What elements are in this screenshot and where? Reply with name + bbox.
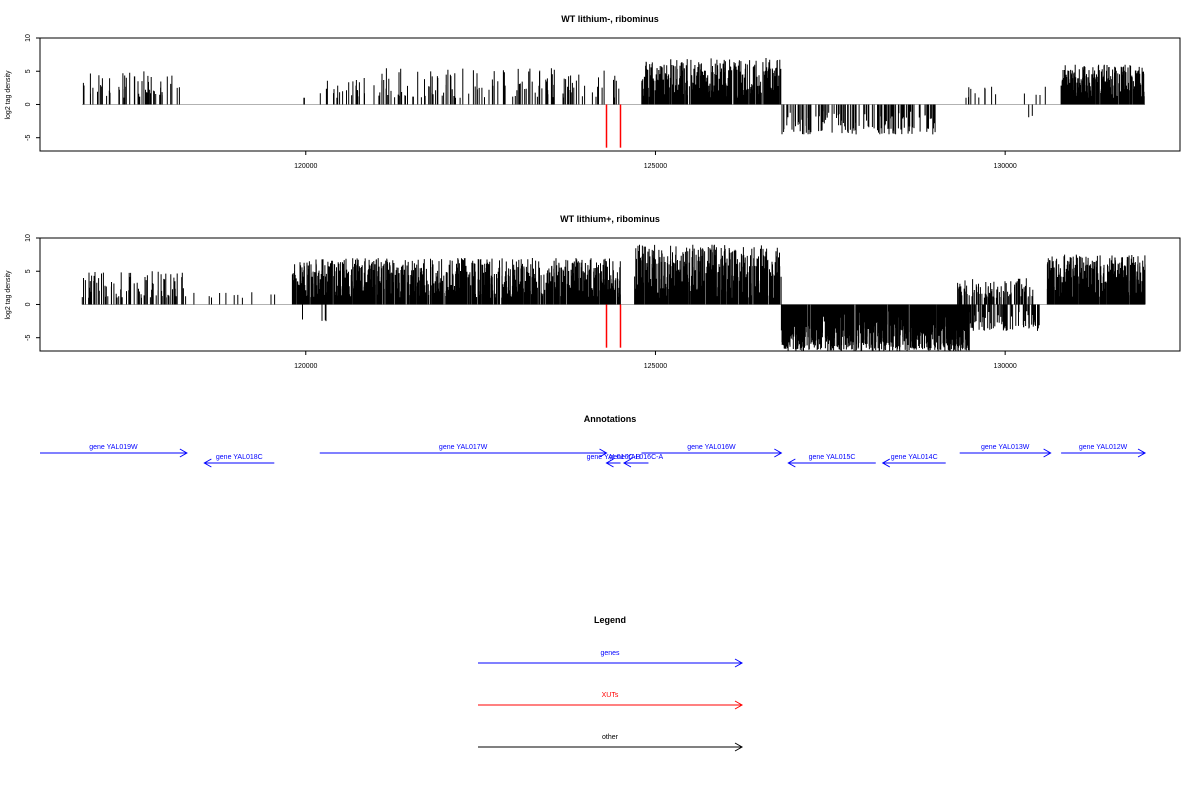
gene-label: gene YAL016W	[687, 444, 736, 451]
gene-arrow-head	[622, 458, 632, 468]
y-ticks: -5 0 5 10	[25, 34, 40, 141]
gene-arrow-head	[1043, 448, 1052, 458]
tag-density-bars	[957, 278, 1034, 305]
tag-density-bars	[303, 97, 305, 105]
gene-arrow-head	[599, 448, 608, 458]
data-marks	[81, 244, 1146, 351]
track-panel-lithium-plus: WT lithium+, ribominus log2 tag density …	[5, 214, 1181, 370]
gene-label: gene YAL013W	[981, 444, 1030, 451]
tag-density-bars	[319, 78, 375, 105]
legend-item-label: other	[602, 734, 619, 741]
annotations-title: Annotations	[584, 414, 637, 424]
gene-arrow-head	[774, 448, 783, 458]
plot-frame	[39, 37, 1181, 152]
x-ticks: 120000 125000 130000	[294, 151, 1017, 170]
gene-label: gene YAL016C-A	[609, 454, 663, 461]
gene-annotation[interactable]: gene YAL013W	[959, 444, 1052, 458]
gene-arrow-head	[605, 458, 614, 468]
gene-annotation[interactable]: gene YAL012W	[1061, 444, 1147, 458]
gene-arrow-head	[787, 458, 796, 468]
gene-label: gene YAL019W	[89, 444, 138, 451]
y-tick-label: 0	[25, 302, 32, 306]
y-tick-label: 10	[25, 34, 32, 42]
gene-arrow-head	[179, 448, 188, 458]
y-tick-label: -5	[25, 134, 32, 140]
tag-density-bars	[302, 304, 327, 322]
tag-density-bars	[1028, 104, 1033, 118]
track-panel-lithium-minus: WT lithium-, ribominus log2 tag density …	[5, 14, 1181, 170]
tag-density-bars	[291, 258, 621, 305]
x-ticks: 120000 125000 130000	[294, 351, 1017, 370]
legend-arrow-head	[734, 742, 744, 752]
gene-annotation[interactable]: gene YAL019W	[40, 444, 188, 458]
gene-label: gene YAL016C-B	[587, 454, 641, 461]
y-tick-label: 10	[25, 234, 32, 242]
legend-title: Legend	[594, 615, 626, 625]
y-axis-label: log2 tag density	[5, 270, 12, 320]
gene-label: gene YAL017W	[439, 444, 488, 451]
gene-label: gene YAL018C	[216, 454, 263, 461]
gene-annotation[interactable]: gene YAL016C-A	[609, 454, 663, 468]
data-marks	[81, 58, 1146, 148]
y-ticks: -5 0 5 10	[25, 234, 40, 341]
x-tick-label: 125000	[644, 363, 667, 370]
tag-density-bars	[193, 292, 276, 305]
x-tick-label: 130000	[993, 363, 1016, 370]
gene-arrow-head	[203, 458, 212, 468]
tag-density-bars	[965, 86, 1046, 105]
y-tick-label: -5	[25, 334, 32, 340]
gene-annotation[interactable]: gene YAL017W	[319, 444, 608, 458]
legend-item-label: XUTs	[602, 692, 619, 699]
gene-annotation[interactable]: gene YAL015C	[787, 454, 876, 468]
legend-item: other	[478, 734, 744, 752]
x-tick-label: 120000	[294, 163, 317, 170]
legend: Legend genes XUTs other	[478, 615, 744, 752]
y-tick-label: 5	[25, 69, 32, 73]
gene-label: gene YAL012W	[1079, 444, 1128, 451]
tag-density-bars	[964, 304, 1040, 331]
gene-arrow-head	[1137, 448, 1147, 458]
legend-arrow-head	[734, 658, 744, 668]
gene-label: gene YAL014C	[891, 454, 938, 461]
gene-annotation[interactable]: gene YAL018C	[203, 454, 275, 468]
y-tick-label: 0	[25, 102, 32, 106]
x-tick-label: 130000	[993, 163, 1016, 170]
gene-annotation[interactable]: gene YAL016C-B	[587, 454, 641, 468]
tag-density-bars	[1046, 254, 1146, 305]
legend-arrow-head	[734, 700, 744, 710]
tag-density-bars	[634, 244, 782, 305]
legend-items: genes XUTs other	[478, 650, 744, 752]
x-tick-label: 125000	[644, 163, 667, 170]
legend-item-label: genes	[600, 650, 620, 657]
tag-density-bars	[81, 271, 187, 305]
tag-density-bars	[82, 71, 180, 105]
gene-annotation[interactable]: gene YAL014C	[881, 454, 946, 468]
track-title: WT lithium-, ribominus	[561, 14, 659, 24]
y-axis-label: log2 tag density	[5, 70, 12, 120]
tag-density-bars	[378, 68, 620, 105]
track-title: WT lithium+, ribominus	[560, 214, 660, 224]
gene-marks: gene YAL019W gene YAL018C gene YAL017W gene…	[40, 444, 1147, 468]
gene-label: gene YAL015C	[809, 454, 856, 461]
tag-density-bars	[781, 104, 936, 135]
x-tick-label: 120000	[294, 363, 317, 370]
legend-item: XUTs	[478, 692, 744, 710]
gene-annotation[interactable]: gene YAL016W	[641, 444, 783, 458]
tag-density-bars	[1060, 64, 1145, 105]
tag-density-bars	[641, 58, 782, 105]
gene-arrow-head	[881, 458, 891, 468]
legend-item: genes	[478, 650, 744, 668]
tag-density-bars	[780, 304, 970, 351]
y-tick-label: 5	[25, 269, 32, 273]
